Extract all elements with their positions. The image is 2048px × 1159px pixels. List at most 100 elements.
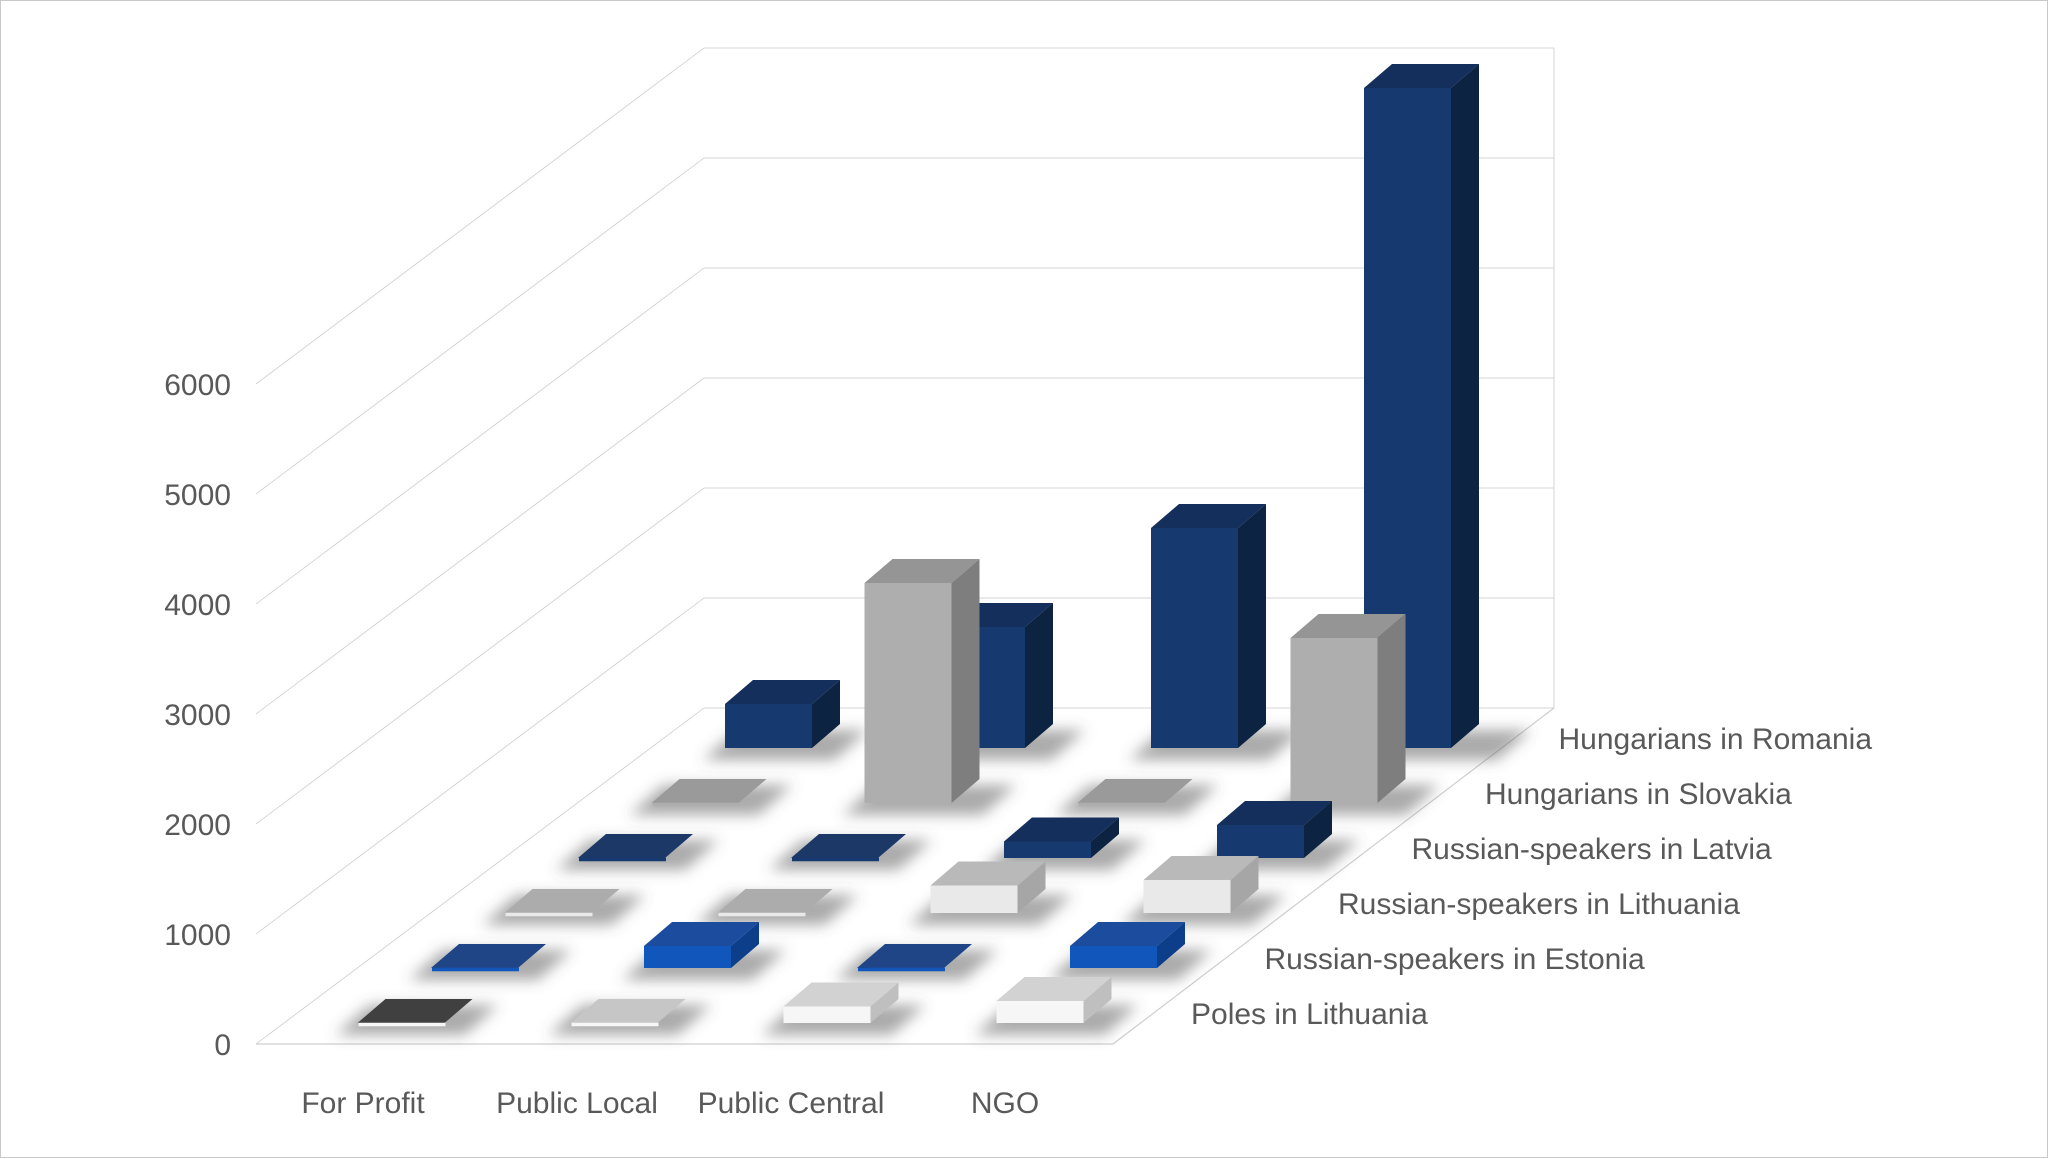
bar-top-face (783, 982, 899, 1007)
bar-russian-speakers-in-lithuania-public-central[interactable] (908, 861, 1073, 926)
bar-side-face (731, 922, 759, 968)
bar-flat-top (570, 999, 686, 1023)
bar-top-face (996, 977, 1112, 1001)
bar-flat-top (1077, 779, 1193, 803)
bar-flat-top (791, 834, 906, 858)
sidewall-gridline-6000 (255, 47, 705, 385)
bar-side-face (1451, 64, 1479, 748)
bar-russian-speakers-in-latvia-public-local[interactable] (769, 834, 932, 870)
bar-side-face (1238, 504, 1266, 748)
bar-side-face (1017, 861, 1046, 913)
bar-front-face (725, 704, 812, 748)
bar-top-face (1070, 922, 1185, 946)
sidewall-gridline-5000 (255, 157, 705, 495)
y-tick-label-0: 0 (214, 1029, 231, 1062)
bar-side-face (1025, 603, 1053, 748)
category-label-ngo: NGO (971, 1087, 1039, 1120)
bar-hungarians-in-slovakia-for-profit[interactable] (629, 779, 793, 815)
bar-top-face (1217, 801, 1332, 825)
bar-front-face (864, 583, 952, 803)
bar-poles-in-lithuania-ngo[interactable] (974, 977, 1139, 1035)
series-label-russian-speakers-in-latvia: Russian-speakers in Latvia (1412, 833, 1772, 866)
bar-side-face (951, 559, 980, 803)
bar-top-face (1143, 856, 1259, 880)
y-tick-label-2000: 2000 (164, 809, 231, 842)
series-label-hungarians-in-romania: Hungarians in Romania (1559, 723, 1873, 756)
bar-hungarians-in-romania-public-central[interactable] (1129, 504, 1303, 760)
sidewall-gridline-3000 (255, 377, 705, 715)
bar-front-face (1070, 946, 1157, 968)
bar-top-face (864, 559, 980, 583)
y-axis-tick-labels: 0 1000 2000 3000 4000 5000 6000 (164, 369, 231, 1062)
sidewall-gridline-2000 (255, 487, 705, 825)
category-label-public-local: Public Local (496, 1087, 658, 1120)
bar-russian-speakers-in-estonia-for-profit[interactable] (409, 944, 572, 980)
sidewall-gridline-0 (255, 707, 705, 1045)
bar-side-face (1091, 817, 1119, 858)
bar-hungarians-in-slovakia-public-central[interactable] (1055, 779, 1219, 815)
bar-top-face (1004, 817, 1119, 842)
bar-front-face (1217, 825, 1304, 858)
bar-side-face (812, 680, 840, 748)
bar-top-face (644, 922, 759, 946)
bar-front-face (783, 1006, 871, 1023)
bar-flat-top (651, 779, 767, 803)
bar-top-face (725, 680, 840, 704)
bar-flat-top (857, 944, 972, 968)
gridlines (255, 47, 1555, 1045)
y-tick-label-5000: 5000 (164, 479, 231, 512)
bar-russian-speakers-in-estonia-ngo[interactable] (1048, 922, 1213, 980)
bar-hungarians-in-slovakia-ngo[interactable] (1268, 614, 1440, 815)
bar-russian-speakers-in-estonia-public-local[interactable] (622, 922, 787, 980)
bar-poles-in-lithuania-public-central[interactable] (761, 982, 926, 1036)
bar-top-face (930, 861, 1046, 886)
bar-poles-in-lithuania-public-local[interactable] (548, 999, 712, 1035)
bar-front-face (644, 946, 731, 968)
bar-russian-speakers-in-estonia-public-central[interactable] (835, 944, 998, 980)
bar-side-face (1157, 922, 1185, 968)
sidewall-gridline-1000 (255, 597, 705, 935)
bar-flat-top (578, 834, 693, 858)
series-label-russian-speakers-in-lithuania: Russian-speakers in Lithuania (1338, 888, 1740, 921)
category-axis-labels: For Profit Public Local Public Central NGO (301, 1087, 1039, 1120)
series-label-hungarians-in-slovakia: Hungarians in Slovakia (1485, 778, 1792, 811)
bar-flat-top (431, 944, 546, 968)
y-tick-label-4000: 4000 (164, 589, 231, 622)
bar-russian-speakers-in-lithuania-ngo[interactable] (1121, 856, 1287, 925)
bar-russian-speakers-in-latvia-for-profit[interactable] (556, 834, 719, 870)
bar-front-face (1290, 638, 1378, 803)
bar-side-face (870, 982, 899, 1023)
sidewall-gridline-4000 (255, 267, 705, 605)
bar-side-face (1230, 856, 1259, 913)
bar-flat-top (357, 999, 473, 1023)
category-label-public-central: Public Central (698, 1087, 885, 1120)
bar-side-face (1083, 977, 1112, 1023)
bar-hungarians-in-slovakia-public-local[interactable] (842, 559, 1017, 815)
category-label-for-profit: For Profit (301, 1087, 425, 1120)
bar-front-face (1143, 880, 1231, 913)
series-label-poles-in-lithuania: Poles in Lithuania (1191, 998, 1428, 1031)
y-tick-label-6000: 6000 (164, 369, 231, 402)
series-depth-labels: Poles in Lithuania Russian-speakers in Es… (1191, 723, 1872, 1031)
y-tick-label-3000: 3000 (164, 699, 231, 732)
floor-right-edge (1112, 707, 1555, 1045)
bar-front-face (1004, 841, 1091, 858)
bar-flat-top (717, 889, 833, 913)
bar-russian-speakers-in-lithuania-for-profit[interactable] (482, 889, 646, 925)
bar-hungarians-in-romania-for-profit[interactable] (703, 680, 869, 760)
bar-front-face (996, 1001, 1084, 1023)
bar-front-face (1151, 528, 1238, 748)
bar-side-face (1377, 614, 1406, 803)
bar-poles-in-lithuania-for-profit[interactable] (335, 999, 499, 1035)
bar-top-face (1290, 614, 1406, 638)
bar-front-face (930, 885, 1018, 913)
bar-flat-top (504, 889, 620, 913)
bar-side-face (1304, 801, 1332, 858)
bars (335, 64, 1531, 1036)
series-label-russian-speakers-in-estonia: Russian-speakers in Estonia (1265, 943, 1646, 976)
bar-top-face (1364, 64, 1479, 88)
bar-top-face (1151, 504, 1266, 528)
bar-russian-speakers-in-lithuania-public-local[interactable] (695, 889, 859, 925)
